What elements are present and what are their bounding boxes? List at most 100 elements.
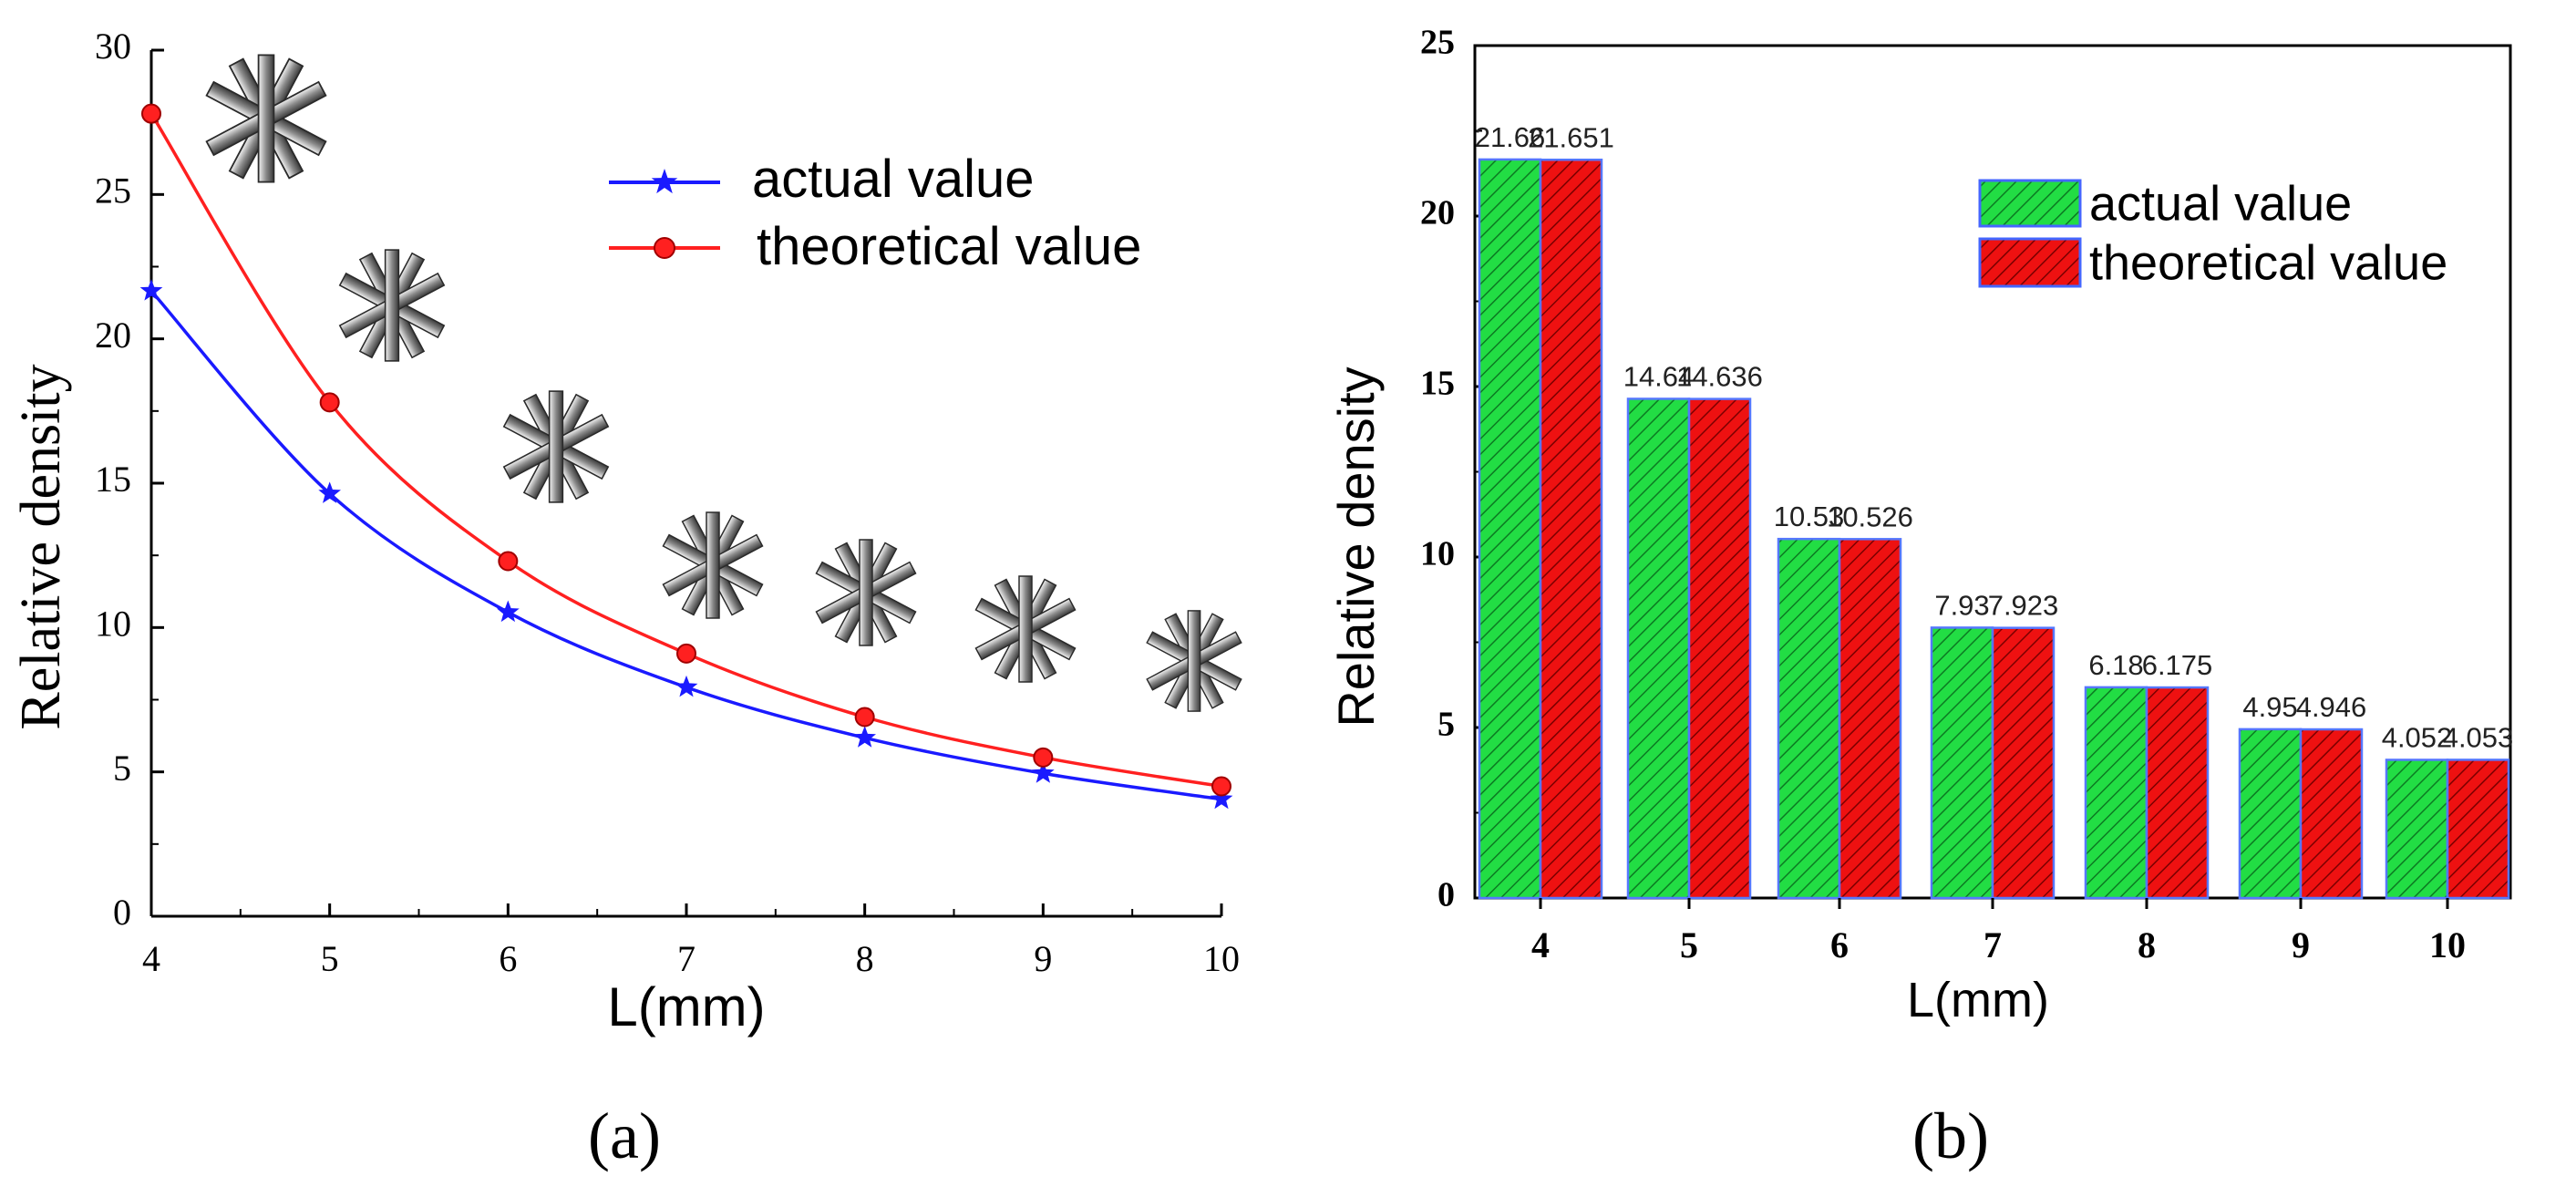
bar-theoretical-value xyxy=(1991,626,2056,900)
bar-value-label: 4.052 xyxy=(2382,721,2453,753)
star-marker-icon xyxy=(651,169,678,194)
y-tick-label: 10 xyxy=(1420,535,1455,573)
bar-actual-value xyxy=(2385,759,2449,900)
bar-actual-value xyxy=(2238,728,2303,900)
bar-theoretical-value xyxy=(2145,686,2210,900)
x-tick-label: 9 xyxy=(2292,924,2310,965)
legend-item-theoretical-value: theoretical value xyxy=(609,217,1141,276)
y-axis-label: Relative density xyxy=(10,364,72,729)
bar-actual-value xyxy=(1478,158,1542,900)
lattice-cell-icon xyxy=(205,54,327,183)
circle-marker-icon xyxy=(654,237,675,259)
legend-swatch-theoretical-value xyxy=(1978,237,2082,288)
data-point-star xyxy=(1032,761,1055,783)
legend-label-theoretical-value: theoretical value xyxy=(757,217,1141,276)
bar-value-label: 14.636 xyxy=(1676,361,1763,393)
x-tick-label: 4 xyxy=(1531,924,1550,965)
x-axis-ticks: 4 5 6 7 8 9 10 xyxy=(1531,898,2466,965)
y-tick-label: 30 xyxy=(95,26,131,67)
x-tick-label: 5 xyxy=(321,938,339,979)
bar-actual-value xyxy=(2084,686,2148,900)
bar-value-label: 10.526 xyxy=(1827,501,1913,532)
bar-value-label: 10.53 xyxy=(1774,501,1845,532)
x-tick-label: 7 xyxy=(1984,924,2002,965)
bar-value-label: 7.923 xyxy=(1988,590,2059,622)
lattice-cell-icon xyxy=(815,539,917,646)
x-tick-label: 6 xyxy=(1830,924,1849,965)
x-tick-label: 6 xyxy=(499,938,517,979)
y-tick-label: 0 xyxy=(113,892,131,933)
legend: actual value theoretical value xyxy=(1978,176,2447,290)
x-tick-label: 10 xyxy=(2429,924,2466,965)
data-point-circle xyxy=(319,392,340,413)
data-point-star xyxy=(497,600,520,623)
data-point-circle xyxy=(1033,747,1054,768)
legend-swatch-actual-value xyxy=(1978,179,2082,228)
lattice-cell-icon xyxy=(502,390,610,503)
data-point-star xyxy=(318,481,341,503)
plot-frame xyxy=(149,50,1221,918)
y-axis-ticks: 0 5 10 15 20 25 xyxy=(1420,24,1488,914)
legend-label-actual-value: actual value xyxy=(752,150,1035,209)
y-tick-label: 25 xyxy=(95,170,131,212)
bar-value-label: 21.651 xyxy=(1528,121,1614,153)
data-point-circle xyxy=(141,103,161,124)
legend-label-actual-value: actual value xyxy=(2089,176,2352,231)
data-point-circle xyxy=(854,707,875,728)
bar-actual-value xyxy=(1777,537,1841,900)
y-tick-label: 25 xyxy=(1420,24,1455,62)
bar-value-label: 4.053 xyxy=(2443,721,2514,753)
legend: actual value theoretical value xyxy=(609,150,1141,276)
bar-theoretical-value xyxy=(1687,397,1752,900)
data-point-circle xyxy=(1211,776,1231,797)
lattice-cell-icon xyxy=(974,575,1077,683)
x-tick-label: 7 xyxy=(677,938,696,979)
line-chart-panel: 0 5 10 15 20 25 30 4 5 6 7 8 9 10 Relative density L… xyxy=(10,26,1242,1172)
y-tick-label: 20 xyxy=(1420,194,1455,232)
x-tick-label: 9 xyxy=(1034,938,1052,979)
panel-label-a: (a) xyxy=(588,1099,661,1172)
bar-theoretical-value xyxy=(2299,728,2364,900)
panel-label-b: (b) xyxy=(1912,1099,1989,1172)
y-axis-ticks: 0 5 10 15 20 25 30 xyxy=(95,26,164,933)
bar-theoretical-value xyxy=(2446,759,2510,900)
x-axis-ticks: 4 5 6 7 8 9 10 xyxy=(142,903,1240,979)
data-point-star xyxy=(1210,787,1233,810)
data-point-star xyxy=(139,279,163,301)
lattice-cell-icon xyxy=(1146,610,1242,712)
bar-value-label: 6.175 xyxy=(2142,649,2213,681)
data-point-circle xyxy=(498,551,519,572)
bar-value-label: 6.18 xyxy=(2088,649,2143,681)
bar-value-label: 4.95 xyxy=(2242,691,2297,723)
bar-value-label: 4.946 xyxy=(2296,691,2367,723)
bar-value-label: 14.64 xyxy=(1623,360,1695,392)
data-point-circle xyxy=(676,643,696,664)
x-tick-label: 8 xyxy=(856,938,874,979)
y-axis-label: Relative density xyxy=(1327,366,1385,727)
bar-theoretical-value xyxy=(1838,538,1902,900)
lattice-thumbnails xyxy=(205,54,1242,712)
lattice-cell-icon xyxy=(662,511,764,619)
y-tick-label: 15 xyxy=(95,459,131,500)
lattice-cell-icon xyxy=(338,249,446,362)
y-tick-label: 15 xyxy=(1420,365,1455,403)
y-tick-label: 5 xyxy=(113,748,131,789)
bar-value-label: 21.66 xyxy=(1475,121,1546,153)
y-tick-label: 10 xyxy=(95,604,131,645)
bar-actual-value xyxy=(1626,397,1691,900)
series-lines xyxy=(139,103,1233,810)
bar-theoretical-value xyxy=(1539,159,1603,900)
legend-label-theoretical-value: theoretical value xyxy=(2089,235,2447,290)
bar-actual-value xyxy=(1930,626,1994,900)
x-tick-label: 5 xyxy=(1680,924,1698,965)
bar-value-label: 7.93 xyxy=(1934,589,1989,621)
x-axis-label: L(mm) xyxy=(607,976,765,1037)
y-tick-label: 0 xyxy=(1437,876,1455,914)
data-point-star xyxy=(853,726,876,748)
x-axis-label: L(mm) xyxy=(1907,973,2049,1027)
y-tick-label: 20 xyxy=(95,315,131,356)
legend-item-actual-value: actual value xyxy=(609,150,1035,209)
